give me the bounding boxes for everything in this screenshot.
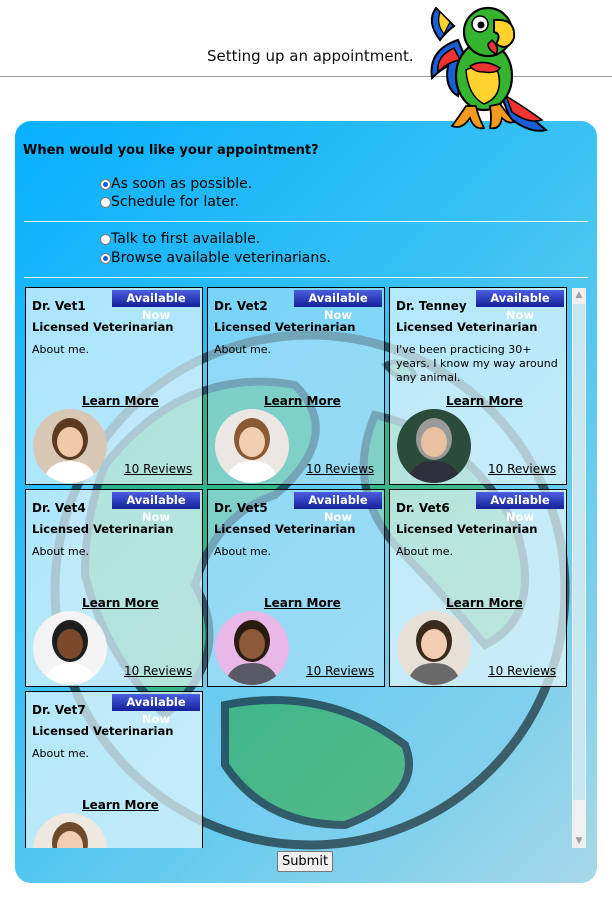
vet-credential: Licensed Veterinarian <box>32 522 174 536</box>
availability-badge: Available Now <box>476 290 564 322</box>
radio-asap[interactable]: As soon as possible. <box>100 175 252 193</box>
vet-avatar <box>215 409 289 483</box>
radio-browse-vets-label: Browse available veterinarians. <box>111 250 332 266</box>
vet-name: Dr. Vet4 <box>32 501 86 515</box>
vet-avatar <box>397 611 471 685</box>
reviews-link[interactable]: 10 Reviews <box>124 462 193 476</box>
vet-card[interactable]: Available Now Dr. Vet5 Licensed Veterinari… <box>207 489 385 687</box>
vet-credential: Licensed Veterinarian <box>396 320 538 334</box>
vet-card[interactable]: Available Now Dr. Vet4 Licensed Veterinari… <box>25 489 203 687</box>
parrot-logo <box>430 6 549 132</box>
vet-avatar <box>33 611 107 685</box>
vet-avatar <box>33 813 107 848</box>
submit-button[interactable]: Submit <box>277 851 333 872</box>
vet-card[interactable]: Available Now Dr. Tenney Licensed Veterina… <box>389 287 567 485</box>
learn-more-link[interactable]: Learn More <box>82 394 159 408</box>
radio-first-available-label: Talk to first available. <box>111 231 261 247</box>
vet-avatar <box>397 409 471 483</box>
vet-card[interactable]: Available Now Dr. Vet6 Licensed Veterinari… <box>389 489 567 687</box>
reviews-link[interactable]: 10 Reviews <box>306 462 375 476</box>
vet-credential: Licensed Veterinarian <box>32 724 174 738</box>
appointment-question: When would you like your appointment? <box>23 143 319 158</box>
radio-browse-vets-circle[interactable] <box>100 252 111 264</box>
vet-about: I've been practicing 30+ years. I know m… <box>396 343 558 384</box>
radio-asap-circle[interactable] <box>100 178 111 190</box>
learn-more-link[interactable]: Learn More <box>264 394 341 408</box>
triangle-down-icon[interactable]: ▼ <box>575 836 583 846</box>
availability-badge: Available Now <box>112 290 200 322</box>
reviews-link[interactable]: 10 Reviews <box>124 664 193 678</box>
vet-about: About me. <box>32 747 89 760</box>
radio-schedule-later-circle[interactable] <box>100 196 111 208</box>
radio-asap-label: As soon as possible. <box>111 176 253 192</box>
scroll-thumb[interactable] <box>573 304 585 800</box>
radio-first-available[interactable]: Talk to first available. <box>100 230 260 248</box>
availability-badge: Available Now <box>476 492 564 524</box>
vet-about: About me. <box>214 343 271 356</box>
vet-credential: Licensed Veterinarian <box>214 522 356 536</box>
vet-name: Dr. Vet5 <box>214 501 268 515</box>
vet-avatar <box>33 409 107 483</box>
section-divider <box>24 277 588 278</box>
vet-about: About me. <box>396 545 453 558</box>
vet-about: About me. <box>32 343 89 356</box>
vet-grid-scrollbar[interactable]: ▲ ▼ <box>572 288 586 848</box>
vet-about: About me. <box>32 545 89 558</box>
vet-about: About me. <box>214 545 271 558</box>
learn-more-link[interactable]: Learn More <box>82 596 159 610</box>
header-divider <box>0 76 612 77</box>
radio-first-available-circle[interactable] <box>100 233 111 245</box>
vet-name: Dr. Vet6 <box>396 501 450 515</box>
vet-name: Dr. Vet7 <box>32 703 86 717</box>
reviews-link[interactable]: 10 Reviews <box>488 462 557 476</box>
vet-name: Dr. Vet2 <box>214 299 268 313</box>
radio-schedule-later[interactable]: Schedule for later. <box>100 193 239 211</box>
learn-more-link[interactable]: Learn More <box>446 596 523 610</box>
availability-badge: Available Now <box>294 290 382 322</box>
reviews-link[interactable]: 10 Reviews <box>306 664 375 678</box>
learn-more-link[interactable]: Learn More <box>446 394 523 408</box>
availability-badge: Available Now <box>112 694 200 726</box>
radio-browse-vets[interactable]: Browse available veterinarians. <box>100 249 331 267</box>
page-title: Setting up an appointment. <box>207 47 414 65</box>
vet-name: Dr. Vet1 <box>32 299 86 313</box>
vet-name: Dr. Tenney <box>396 299 467 313</box>
reviews-link[interactable]: 10 Reviews <box>488 664 557 678</box>
vet-card[interactable]: Available Now Dr. Vet1 Licensed Veterinari… <box>25 287 203 485</box>
vet-card[interactable]: Available Now Dr. Vet2 Licensed Veterinari… <box>207 287 385 485</box>
vet-credential: Licensed Veterinarian <box>396 522 538 536</box>
learn-more-link[interactable]: Learn More <box>264 596 341 610</box>
section-divider <box>24 221 588 222</box>
vet-credential: Licensed Veterinarian <box>32 320 174 334</box>
vet-card[interactable]: Available Now Dr. Vet7 Licensed Veterinari… <box>25 691 203 848</box>
triangle-up-icon[interactable]: ▲ <box>575 290 583 300</box>
learn-more-link[interactable]: Learn More <box>82 798 159 812</box>
appointment-panel: When would you like your appointment? As… <box>15 121 597 883</box>
availability-badge: Available Now <box>294 492 382 524</box>
vet-grid[interactable]: Available Now Dr. Vet1 Licensed Veterinari… <box>25 286 571 848</box>
vet-credential: Licensed Veterinarian <box>214 320 356 334</box>
radio-schedule-later-label: Schedule for later. <box>111 194 239 210</box>
vet-avatar <box>215 611 289 685</box>
availability-badge: Available Now <box>112 492 200 524</box>
